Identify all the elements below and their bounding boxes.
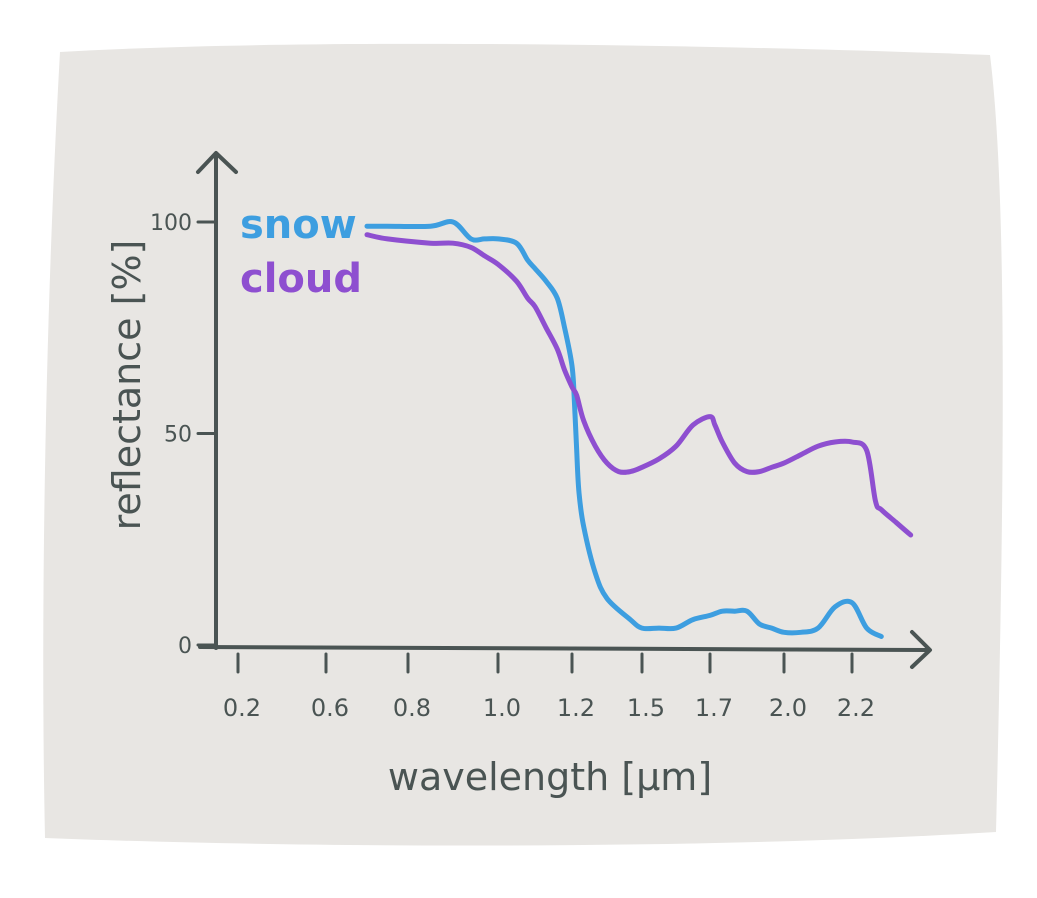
series-lines bbox=[364, 219, 914, 639]
x-tick-label: 2.0 bbox=[769, 694, 807, 722]
y-tick-label: 100 bbox=[150, 211, 192, 236]
y-ticks: 0 50 100 bbox=[150, 211, 218, 659]
x-tick-label: 0.6 bbox=[311, 694, 349, 722]
legend-snow: snow bbox=[240, 202, 357, 248]
x-axis-arrowhead bbox=[910, 630, 932, 669]
y-tick-label: 50 bbox=[164, 423, 192, 448]
x-tick-label: 0.8 bbox=[393, 694, 431, 722]
x-tick-label: 1.0 bbox=[483, 694, 521, 722]
x-tick-label: 1.7 bbox=[695, 694, 733, 722]
x-tick-label: 0.2 bbox=[223, 694, 261, 722]
y-tick-label: 0 bbox=[178, 634, 192, 659]
x-tick-label: 1.5 bbox=[627, 694, 665, 722]
x-axis-line bbox=[198, 645, 930, 652]
x-tick-label: 1.2 bbox=[557, 694, 595, 722]
x-axis-title: wavelength [μm] bbox=[388, 755, 712, 799]
series-line-cloud bbox=[364, 232, 914, 538]
x-ticks: 0.2 0.6 0.8 1.0 1.2 1.5 1.7 2.0 2.2 bbox=[223, 652, 875, 722]
x-tick-label: 2.2 bbox=[837, 694, 875, 722]
y-axis-arrowhead bbox=[196, 151, 238, 174]
legend-cloud: cloud bbox=[240, 256, 362, 302]
y-axis-title: reflectance [%] bbox=[105, 240, 149, 531]
series-line-snow bbox=[364, 219, 884, 639]
chart-background-panel bbox=[43, 43, 1003, 846]
